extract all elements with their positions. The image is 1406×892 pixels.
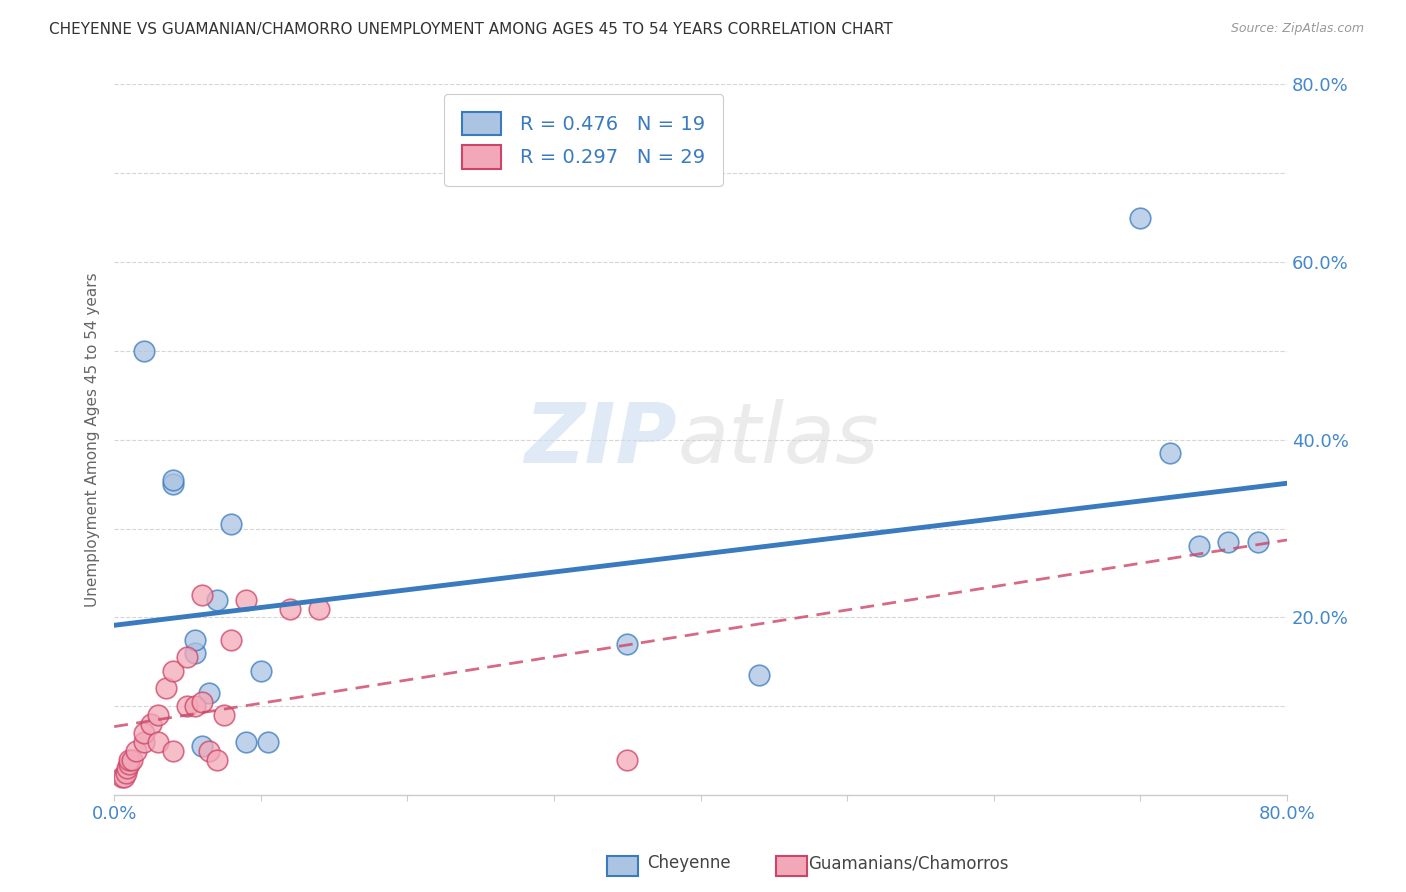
Point xyxy=(191,588,214,602)
Point xyxy=(205,592,228,607)
Point xyxy=(308,601,330,615)
Point xyxy=(235,735,257,749)
Point xyxy=(115,765,138,780)
Point xyxy=(184,646,207,660)
Point xyxy=(191,739,214,754)
Point xyxy=(162,664,184,678)
Point xyxy=(1218,535,1240,549)
Point xyxy=(235,592,257,607)
Y-axis label: Unemployment Among Ages 45 to 54 years: Unemployment Among Ages 45 to 54 years xyxy=(86,272,100,607)
Point xyxy=(257,735,280,749)
Point xyxy=(146,708,169,723)
Point xyxy=(118,752,141,766)
Point xyxy=(132,735,155,749)
Point xyxy=(184,699,207,714)
Point xyxy=(162,473,184,487)
Point xyxy=(176,650,198,665)
Point xyxy=(184,632,207,647)
Point xyxy=(114,770,136,784)
Text: CHEYENNE VS GUAMANIAN/CHAMORRO UNEMPLOYMENT AMONG AGES 45 TO 54 YEARS CORRELATIO: CHEYENNE VS GUAMANIAN/CHAMORRO UNEMPLOYM… xyxy=(49,22,893,37)
Point xyxy=(132,726,155,740)
Point xyxy=(1188,539,1211,553)
Point xyxy=(205,752,228,766)
Point xyxy=(212,708,235,723)
Text: atlas: atlas xyxy=(678,400,879,480)
Point xyxy=(125,744,148,758)
Point xyxy=(110,770,132,784)
Text: Cheyenne: Cheyenne xyxy=(647,855,730,872)
Point xyxy=(278,601,301,615)
Point xyxy=(162,744,184,758)
Point xyxy=(221,632,243,647)
Text: Source: ZipAtlas.com: Source: ZipAtlas.com xyxy=(1230,22,1364,36)
Point xyxy=(146,735,169,749)
Point xyxy=(221,517,243,532)
Point xyxy=(748,668,770,682)
Point xyxy=(191,695,214,709)
Point xyxy=(616,637,638,651)
Point xyxy=(198,686,221,700)
Point xyxy=(198,744,221,758)
Point xyxy=(1247,535,1270,549)
Point xyxy=(616,752,638,766)
Text: ZIP: ZIP xyxy=(524,400,678,480)
Point xyxy=(162,477,184,491)
Point xyxy=(176,699,198,714)
Point xyxy=(249,664,271,678)
Point xyxy=(139,717,162,731)
Point xyxy=(121,752,143,766)
Point xyxy=(155,681,177,696)
Point xyxy=(118,756,141,771)
Point xyxy=(117,761,139,775)
Legend: R = 0.476   N = 19, R = 0.297   N = 29: R = 0.476 N = 19, R = 0.297 N = 29 xyxy=(444,95,723,186)
Point xyxy=(1129,211,1152,225)
Point xyxy=(132,343,155,358)
Point xyxy=(1159,446,1181,460)
Text: Guamanians/Chamorros: Guamanians/Chamorros xyxy=(808,855,1010,872)
